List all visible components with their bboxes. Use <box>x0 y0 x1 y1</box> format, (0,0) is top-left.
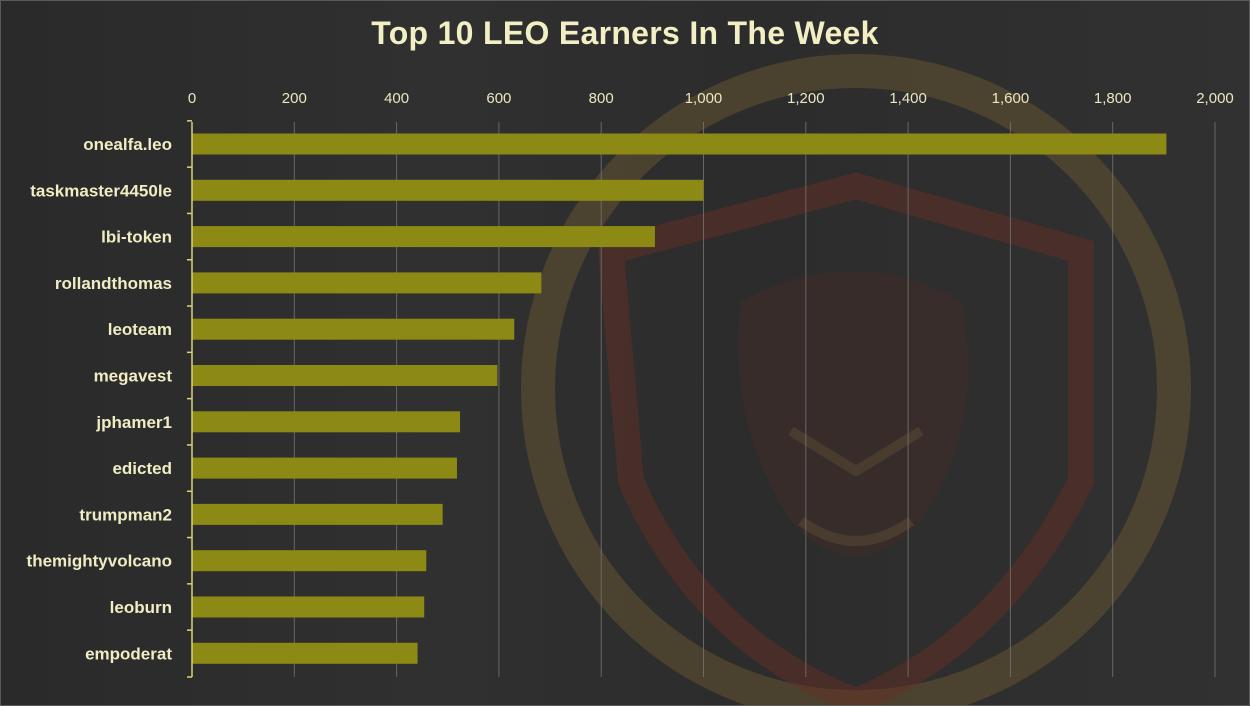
bar <box>192 133 1167 155</box>
bar <box>192 226 655 248</box>
x-tick-label: 1,600 <box>992 90 1030 107</box>
x-tick-label: 600 <box>486 90 511 107</box>
x-tick-label: 200 <box>282 90 307 107</box>
category-label: rollandthomas <box>55 274 172 293</box>
x-tick-label: 400 <box>384 90 409 107</box>
bars <box>192 133 1167 664</box>
bar <box>192 642 418 664</box>
bar <box>192 411 461 433</box>
bar <box>192 365 498 386</box>
bar <box>192 550 427 572</box>
category-label: lbi-token <box>101 228 172 247</box>
x-tick-label: 1,400 <box>889 90 927 107</box>
category-label: leoteam <box>108 320 172 339</box>
bar <box>192 596 425 618</box>
category-label: megavest <box>94 367 173 386</box>
x-tick-label: 2,000 <box>1196 90 1234 107</box>
x-tick-label: 800 <box>589 90 614 107</box>
category-label: empoderat <box>85 644 172 663</box>
x-tick-label: 0 <box>188 90 196 107</box>
bar <box>192 179 704 201</box>
x-tick-label: 1,200 <box>787 90 825 107</box>
category-label: taskmaster4450le <box>30 181 172 200</box>
category-label: themightyvolcano <box>27 552 172 571</box>
category-label: leoburn <box>110 598 172 617</box>
x-tick-label: 1,800 <box>1094 90 1132 107</box>
category-label: trumpman2 <box>79 505 172 524</box>
bar <box>192 318 515 340</box>
gridlines <box>293 122 1216 677</box>
category-label: onealfa.leo <box>83 135 172 154</box>
category-label: edicted <box>112 459 172 478</box>
bar <box>192 272 542 294</box>
bar <box>192 457 457 479</box>
category-label: jphamer1 <box>95 413 172 432</box>
bar <box>192 503 443 525</box>
chart-title: Top 10 LEO Earners In The Week <box>371 15 879 51</box>
x-tick-label: 1,000 <box>685 90 723 107</box>
axes: 0 200 400 600 800 1,000 1,200 1,400 1,600 1,800 2,… <box>27 90 1234 678</box>
